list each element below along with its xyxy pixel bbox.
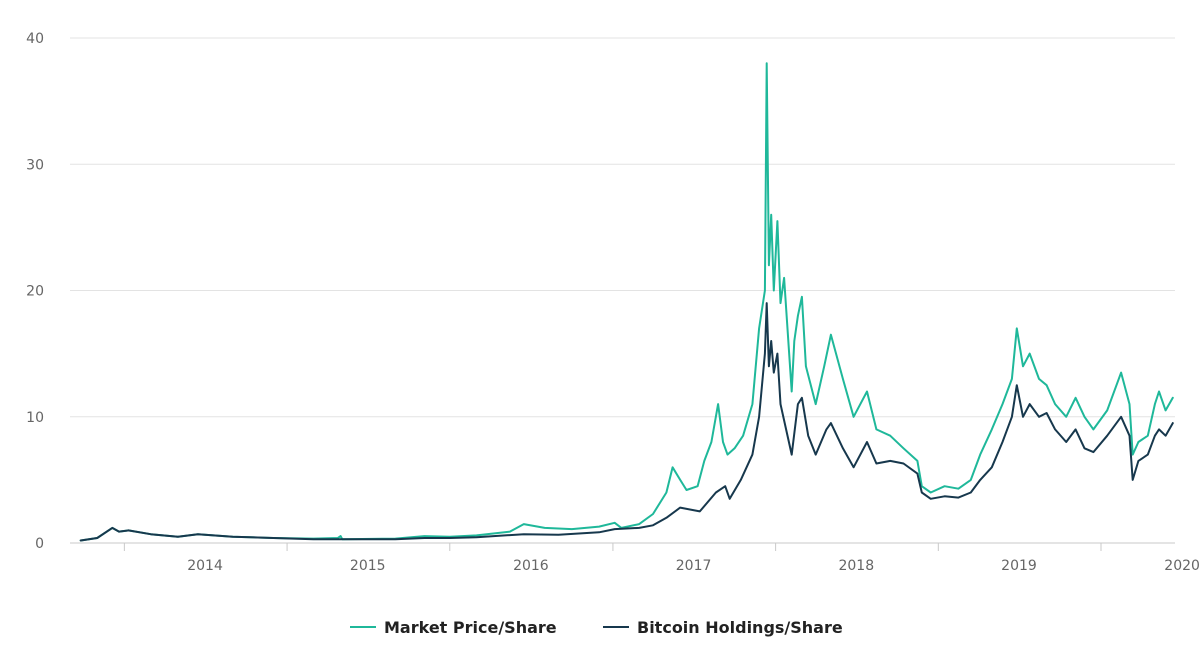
legend-label: Bitcoin Holdings/Share xyxy=(637,618,843,637)
series-line-market-price-share xyxy=(79,62,1174,542)
y-tick-label: 40 xyxy=(26,31,44,47)
x-tick-label: 2016 xyxy=(513,558,549,574)
x-tick-label: 2014 xyxy=(187,558,223,574)
x-tick-label: 2020 xyxy=(1164,558,1200,574)
legend-label: Market Price/Share xyxy=(384,618,557,637)
y-tick-label: 10 xyxy=(26,410,44,426)
y-tick-label: 0 xyxy=(35,536,44,552)
legend[interactable]: Market Price/Share Bitcoin Holdings/Share xyxy=(350,618,843,637)
grid-lines xyxy=(70,37,1175,544)
y-tick-label: 20 xyxy=(26,284,44,300)
x-tick-label: 2019 xyxy=(1001,558,1037,574)
x-tick-label: 2017 xyxy=(676,558,712,574)
y-tick-label: 30 xyxy=(26,157,44,173)
axes: 0 10 20 30 40 2014 2015 2016 2017 2018 2019 2020 xyxy=(26,31,1200,574)
legend-item-bitcoin-holdings-share[interactable]: Bitcoin Holdings/Share xyxy=(603,618,843,637)
legend-item-market-price-share[interactable]: Market Price/Share xyxy=(350,618,557,637)
series-line-bitcoin-holdings-share xyxy=(79,302,1174,542)
x-tick-label: 2015 xyxy=(350,558,386,574)
x-tick-label: 2018 xyxy=(838,558,874,574)
series-lines xyxy=(79,62,1174,542)
